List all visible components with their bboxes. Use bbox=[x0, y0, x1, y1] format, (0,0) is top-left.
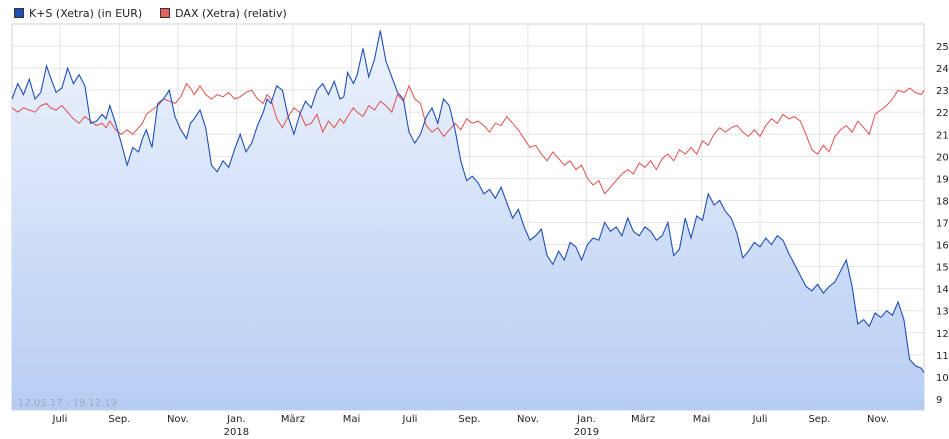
y-tick-label: 20 bbox=[936, 152, 949, 163]
y-tick-label: 16 bbox=[936, 241, 949, 252]
x-tick-year-label: 2018 bbox=[224, 427, 249, 438]
x-tick-label: Sep. bbox=[458, 414, 480, 425]
x-tick-label: Jan. bbox=[226, 414, 246, 425]
y-tick-label: 22 bbox=[936, 108, 949, 119]
ks-area-fill bbox=[12, 30, 924, 410]
x-tick-label: Sep. bbox=[108, 414, 130, 425]
x-tick-label: Mai bbox=[343, 414, 361, 425]
y-tick-label: 14 bbox=[936, 285, 949, 296]
x-tick-label: Juli bbox=[52, 414, 68, 425]
y-tick-label: 19 bbox=[936, 174, 949, 185]
legend-item-dax[interactable]: DAX (Xetra) (relativ) bbox=[160, 7, 287, 20]
x-tick-label: Nov. bbox=[167, 414, 189, 425]
dax-series-line bbox=[11, 82, 925, 195]
y-tick-label: 23 bbox=[936, 86, 949, 97]
y-tick-label: 11 bbox=[936, 351, 949, 362]
x-tick-label: Juli bbox=[402, 414, 418, 425]
y-tick-label: 15 bbox=[936, 263, 949, 274]
legend: K+S (Xetra) (in EUR) DAX (Xetra) (relati… bbox=[14, 6, 287, 20]
legend-item-ks[interactable]: K+S (Xetra) (in EUR) bbox=[14, 7, 142, 20]
x-tick-label: Sep. bbox=[808, 414, 830, 425]
y-tick-label: 25 bbox=[936, 42, 949, 53]
x-tick-label: Mai bbox=[693, 414, 711, 425]
legend-swatch-ks bbox=[14, 8, 24, 18]
x-tick-label: März bbox=[281, 414, 305, 425]
y-tick-label: 13 bbox=[936, 307, 949, 318]
x-tick-year-label: 2019 bbox=[574, 427, 599, 438]
y-tick-label: 17 bbox=[936, 219, 949, 230]
x-tick-label: Nov. bbox=[517, 414, 539, 425]
x-axis: Juli Sep. Nov. Jan. 2018 März Mai Juli Sep. Nov. J… bbox=[52, 414, 889, 438]
legend-label-dax: DAX (Xetra) (relativ) bbox=[175, 6, 287, 20]
x-tick-label: März bbox=[631, 414, 655, 425]
y-tick-label: 18 bbox=[936, 196, 949, 207]
legend-swatch-dax bbox=[160, 8, 171, 18]
ks-series-line bbox=[11, 30, 925, 373]
y-tick-label: 24 bbox=[936, 64, 949, 75]
y-tick-label: 10 bbox=[936, 373, 949, 384]
y-axis: 9 10 11 12 13 14 15 16 17 18 19 20 21 22 23 24 25 bbox=[936, 42, 949, 406]
x-tick-label: Nov. bbox=[867, 414, 889, 425]
legend-label-ks: K+S (Xetra) (in EUR) bbox=[29, 6, 143, 20]
y-tick-label: 12 bbox=[936, 329, 949, 340]
x-tick-label: Juli bbox=[752, 414, 768, 425]
date-range-label: 12.05.17 - 19.12.19 bbox=[18, 398, 117, 409]
y-tick-label: 9 bbox=[936, 395, 942, 406]
x-tick-label: Jan. bbox=[576, 414, 596, 425]
y-tick-label: 21 bbox=[936, 130, 949, 141]
